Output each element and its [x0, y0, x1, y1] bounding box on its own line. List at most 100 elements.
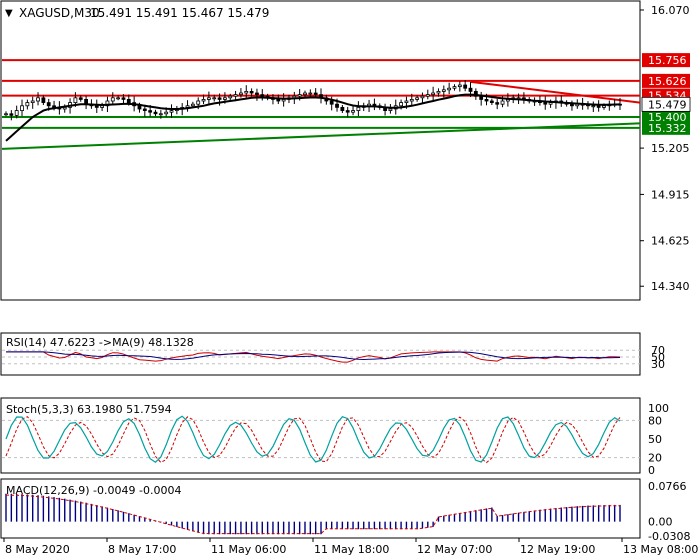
macd-panel-title: MACD(12,26,9) -0.0049 -0.0004	[6, 484, 181, 497]
time-tick-label: 8 May 2020	[5, 543, 70, 556]
rsi-line	[6, 351, 621, 363]
candle-body	[495, 102, 500, 105]
candle-body	[46, 102, 51, 107]
candle-body	[239, 92, 243, 96]
stoch-tick-label: 50	[648, 433, 662, 446]
stoch-tick-label: 80	[648, 414, 662, 427]
candle-body	[303, 92, 307, 96]
candle-body	[473, 91, 478, 97]
candle-body	[340, 106, 345, 111]
candle-body	[25, 102, 30, 107]
macd-tick-label: 0.0766	[648, 480, 687, 493]
rsi-layer	[2, 349, 640, 365]
candle-body	[14, 110, 19, 116]
candle-body	[100, 105, 105, 108]
candle-body	[41, 97, 46, 103]
candle-body	[329, 100, 334, 105]
candle-body	[142, 108, 147, 111]
candle-body	[484, 99, 489, 102]
candle-body	[447, 87, 452, 91]
price-panel-frame	[0, 0, 641, 301]
candle-body	[409, 99, 414, 102]
price-panel-title: XAGUSD,M30	[19, 6, 100, 20]
candle-body	[420, 95, 425, 99]
candle-body	[345, 110, 350, 113]
candle-body	[233, 94, 238, 97]
rsi-ma-line	[6, 351, 621, 361]
candle-body	[308, 92, 313, 95]
candle-body	[255, 92, 259, 96]
candle-body	[596, 105, 601, 108]
candle-body	[425, 94, 430, 97]
candle-body	[153, 111, 158, 115]
macd-tick-label: 0.00	[648, 516, 673, 529]
trendline-0	[470, 80, 641, 104]
candle-body	[196, 100, 201, 105]
candle-body	[281, 99, 286, 102]
time-tick-label: 11 May 18:00	[314, 543, 389, 556]
level-label: 15.756	[648, 54, 687, 67]
candle-body	[126, 99, 131, 103]
candle-body	[148, 110, 153, 113]
candle-body	[500, 100, 505, 105]
candle-body	[137, 105, 142, 110]
candle-body	[468, 87, 473, 92]
trendline-1	[1, 122, 641, 150]
stoch-tick-label: 100	[648, 402, 669, 415]
level-label-box	[642, 120, 690, 135]
moving-average-line	[5, 93, 621, 142]
price-tick-label: 14.915	[651, 188, 690, 201]
stoch-tick-label: 0	[648, 464, 655, 477]
candle-body	[223, 97, 227, 100]
candle-body	[73, 97, 78, 103]
level-label: 15.626	[648, 75, 687, 88]
candle-body	[212, 97, 217, 100]
candle-body	[415, 97, 420, 100]
candle-body	[244, 91, 249, 94]
time-tick-label: 8 May 17:00	[108, 543, 176, 556]
macd-signal-line	[5, 494, 621, 535]
candle-body	[276, 99, 281, 102]
candle-body	[457, 84, 462, 88]
candle-body	[452, 86, 457, 89]
candle-body	[190, 103, 195, 107]
dropdown-arrow-icon[interactable]: ▼	[5, 8, 13, 19]
price-layer	[1, 59, 641, 150]
rsi-tick-label: 50	[651, 351, 665, 364]
time-tick-label: 12 May 07:00	[417, 543, 492, 556]
candle-body	[356, 106, 361, 111]
candle-body	[36, 97, 40, 102]
macd-layer	[5, 493, 621, 535]
candle-body	[404, 100, 409, 103]
time-tick-label: 11 May 06:00	[211, 543, 286, 556]
candle-body	[431, 92, 436, 96]
level-label: 15.332	[648, 122, 687, 135]
stoch-layer	[2, 415, 640, 464]
level-label-box	[642, 73, 690, 88]
candle-body	[463, 84, 468, 89]
level-label: 15.400	[648, 111, 687, 124]
candle-body	[260, 94, 265, 97]
candle-body	[20, 105, 24, 111]
price-tick-label: 15.205	[651, 142, 690, 155]
rsi-tick-label: 30	[651, 358, 665, 371]
level-label-box	[642, 53, 690, 68]
candle-body	[217, 97, 222, 100]
candle-body	[228, 95, 233, 99]
candle-body	[313, 92, 318, 96]
time-tick-label: 12 May 19:00	[520, 543, 595, 556]
candle-body	[30, 100, 35, 103]
macd-tick-label: -0.0308	[648, 530, 690, 543]
price-tick-label: 14.340	[651, 280, 690, 293]
candle-body	[78, 97, 83, 100]
price-tick-label: 14.625	[651, 235, 690, 248]
time-tick-label: 13 May 08:00	[623, 543, 698, 556]
price-tick-label: 16.070	[651, 4, 690, 17]
candle-body	[591, 105, 596, 108]
rsi-tick-label: 70	[651, 344, 665, 357]
stoch-main-line	[5, 415, 621, 463]
candle-body	[110, 97, 115, 102]
stoch-tick-label: 20	[648, 452, 662, 465]
